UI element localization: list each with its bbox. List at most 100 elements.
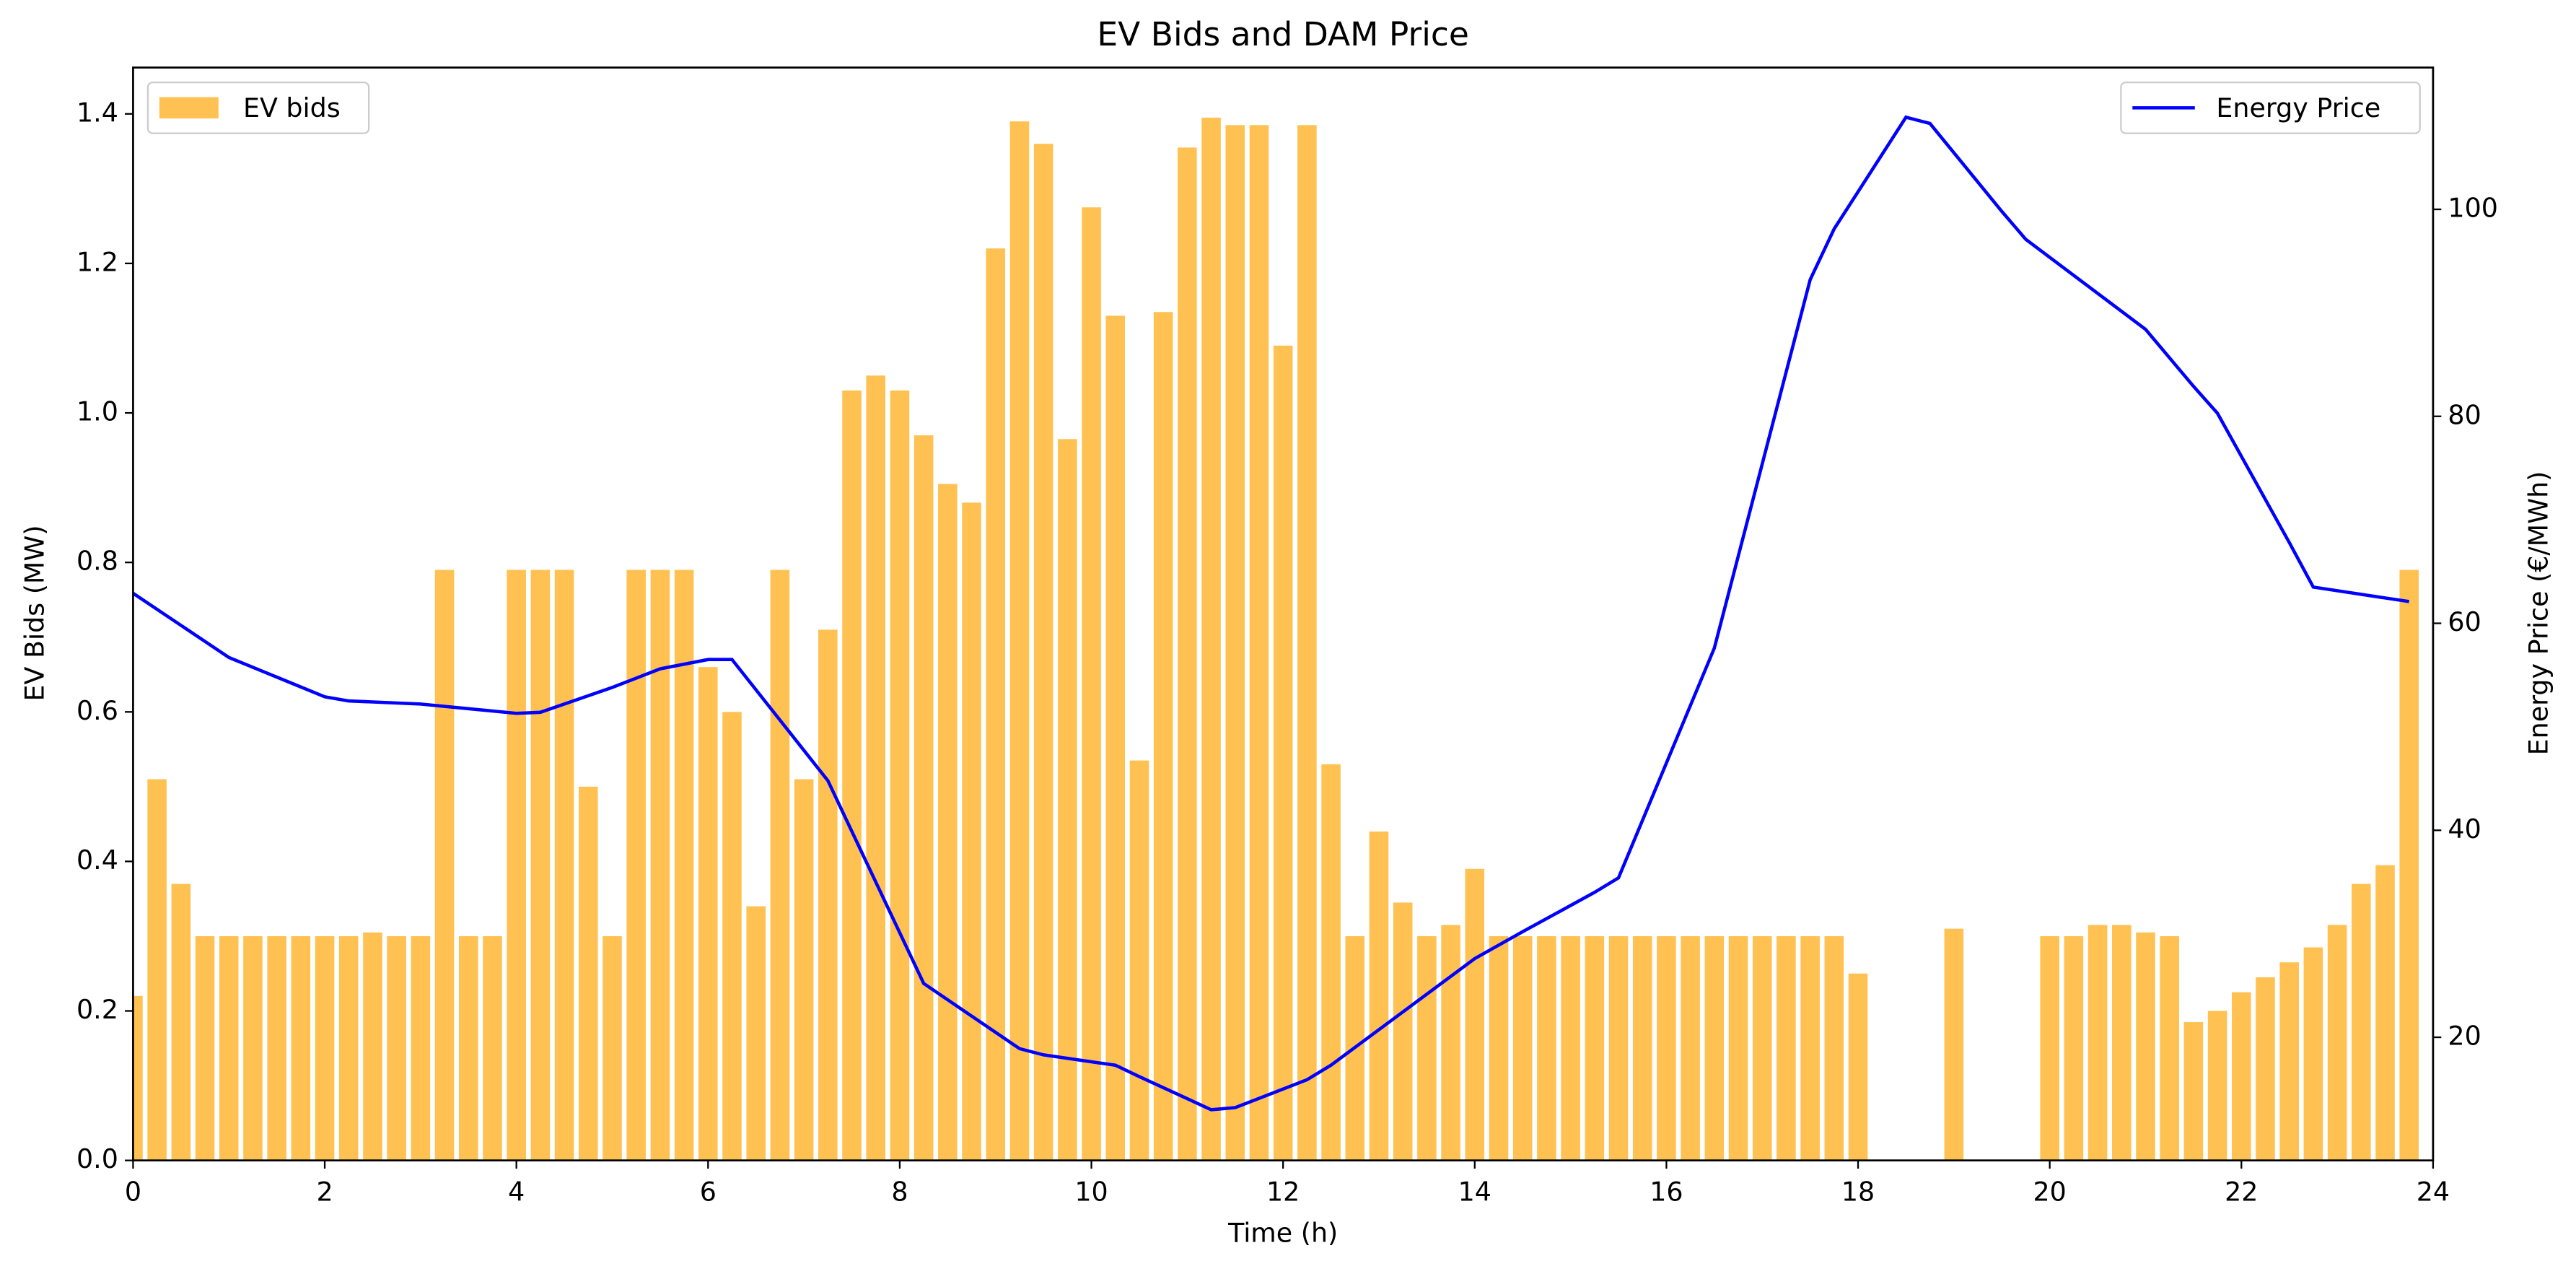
y2-axis-label: Energy Price (€/MWh) xyxy=(2523,471,2554,756)
bar xyxy=(1153,312,1173,1161)
y-tick-label: 0.8 xyxy=(76,546,118,577)
y2-tick-label: 80 xyxy=(2448,399,2481,430)
x-tick-label: 2 xyxy=(316,1177,333,1208)
bar xyxy=(291,935,311,1161)
y-tick-label: 0.0 xyxy=(76,1143,118,1174)
bar xyxy=(962,502,981,1161)
x-tick-label: 24 xyxy=(2417,1177,2450,1208)
bar xyxy=(2399,570,2419,1161)
bar xyxy=(2183,1022,2204,1161)
bar xyxy=(1369,831,1389,1161)
bar xyxy=(2160,935,2179,1161)
bar xyxy=(2207,1011,2227,1161)
bar xyxy=(1489,935,1509,1161)
bar xyxy=(603,935,622,1161)
bar xyxy=(434,570,455,1161)
bar xyxy=(650,570,670,1161)
y-tick-label: 0.6 xyxy=(76,695,118,726)
plot-area xyxy=(133,115,2419,1161)
bar xyxy=(890,390,910,1161)
x-tick-label: 6 xyxy=(700,1177,717,1208)
bar xyxy=(1632,935,1652,1161)
bar xyxy=(1321,764,1341,1161)
y-tick-label: 1.4 xyxy=(76,97,118,128)
bar xyxy=(818,629,838,1161)
x-axis-label: Time (h) xyxy=(1227,1218,1338,1249)
bar xyxy=(698,667,718,1161)
bar xyxy=(1273,345,1293,1161)
bar xyxy=(2279,962,2299,1161)
bar xyxy=(1777,935,1796,1161)
bar xyxy=(938,484,958,1161)
y-axis-label: EV Bids (MW) xyxy=(19,525,51,701)
bar xyxy=(1441,925,1460,1161)
x-tick-label: 12 xyxy=(1266,1177,1300,1208)
bar xyxy=(243,935,263,1161)
bar xyxy=(1537,935,1556,1161)
y-tick-label: 0.4 xyxy=(76,845,118,876)
bar xyxy=(578,786,598,1161)
bar xyxy=(842,390,862,1161)
bar xyxy=(2087,925,2108,1161)
bar xyxy=(1105,315,1126,1161)
x-tick-label: 16 xyxy=(1650,1177,1683,1208)
bar xyxy=(2327,925,2347,1161)
x-tick-label: 10 xyxy=(1074,1177,1108,1208)
y2-tick-label: 100 xyxy=(2448,193,2498,224)
bar xyxy=(267,935,286,1161)
bar xyxy=(1297,125,1317,1161)
bar xyxy=(722,712,742,1161)
bar xyxy=(1681,935,1700,1161)
bar xyxy=(1944,928,1964,1161)
x-tick-label: 0 xyxy=(125,1177,141,1208)
legend-label: Energy Price xyxy=(2216,92,2380,123)
bar xyxy=(483,935,502,1161)
bar xyxy=(794,779,814,1161)
bar xyxy=(1033,144,1053,1161)
bar xyxy=(1465,868,1485,1161)
bar xyxy=(1512,935,1533,1161)
bar xyxy=(1585,935,1605,1161)
bar xyxy=(986,248,1006,1161)
bar xyxy=(387,935,406,1161)
x-tick-label: 8 xyxy=(891,1177,908,1208)
bar xyxy=(2352,883,2371,1161)
bar xyxy=(674,570,694,1161)
chart-title: EV Bids and DAM Price xyxy=(1097,15,1469,53)
bar xyxy=(1009,121,1030,1161)
bar xyxy=(2111,925,2132,1161)
bar xyxy=(626,570,646,1161)
bar xyxy=(1417,935,1437,1161)
x-tick-label: 4 xyxy=(508,1177,525,1208)
bar xyxy=(1608,935,1629,1161)
bar xyxy=(2136,932,2155,1161)
legend-swatch xyxy=(159,97,219,119)
x-tick-label: 18 xyxy=(1841,1177,1875,1208)
bar xyxy=(1824,935,1844,1161)
bar xyxy=(2375,865,2395,1161)
y2-tick-label: 60 xyxy=(2448,606,2481,637)
bar xyxy=(338,935,359,1161)
bar xyxy=(171,883,191,1161)
bar xyxy=(1848,973,1868,1161)
bar xyxy=(2232,992,2251,1161)
bar xyxy=(1704,935,1725,1161)
bar xyxy=(507,570,526,1161)
bar xyxy=(1201,117,1221,1161)
y-tick-label: 1.2 xyxy=(76,246,118,277)
bar xyxy=(2064,935,2084,1161)
x-tick-label: 14 xyxy=(1458,1177,1491,1208)
bar xyxy=(219,935,239,1161)
bar xyxy=(1561,935,1580,1161)
bar xyxy=(1249,125,1269,1161)
bar xyxy=(2256,977,2275,1161)
x-tick-label: 22 xyxy=(2225,1177,2258,1208)
bar xyxy=(1058,439,1077,1161)
bar xyxy=(914,435,934,1161)
bar xyxy=(1178,147,1197,1161)
legend-box xyxy=(146,81,370,134)
bar xyxy=(195,935,215,1161)
y-tick-label: 0.2 xyxy=(76,994,118,1025)
